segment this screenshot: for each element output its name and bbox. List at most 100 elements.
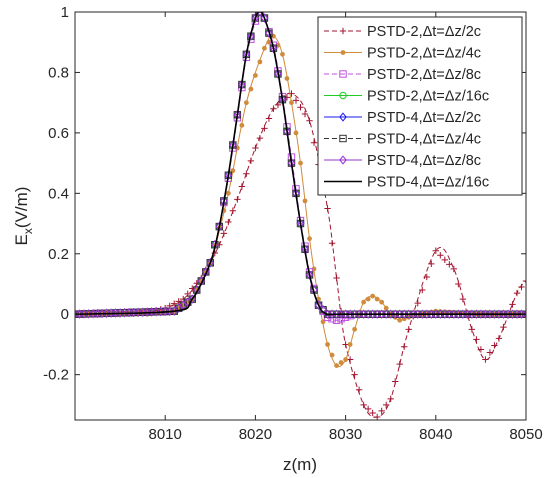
svg-text:Ex(V/m): Ex(V/m) — [12, 187, 35, 246]
legend-label: PSTD-2,Δt=Δz/2c — [367, 24, 481, 40]
y-tick-label: 0.2 — [48, 246, 69, 263]
series-7-marker — [183, 297, 192, 307]
series-2-marker — [365, 296, 371, 302]
series-2-marker — [370, 293, 376, 299]
y-tick-label: 0.8 — [48, 64, 69, 81]
legend-entry: PSTD-2,Δt=Δz/16c — [324, 89, 489, 105]
series-1-marker — [243, 170, 250, 177]
series-1-marker — [225, 218, 232, 226]
series-1-marker — [261, 125, 268, 132]
series-1-marker — [396, 360, 403, 368]
legend-marker — [339, 27, 347, 35]
series-2-marker — [352, 326, 358, 332]
series-7-marker — [188, 294, 197, 304]
series-7-marker — [522, 309, 526, 319]
series-2-marker — [257, 59, 263, 65]
series-2-marker — [284, 76, 290, 81]
series-2-marker — [298, 160, 303, 166]
series-1-marker — [513, 289, 521, 297]
series-1-marker — [382, 401, 390, 409]
plot-area-frame — [74, 11, 527, 421]
series-1-marker — [459, 295, 467, 303]
series-1-marker — [297, 104, 304, 111]
legend: PSTD-2,Δt=Δz/2c PSTD-2,Δt=Δz/4c PSTD-2,Δt=… — [317, 16, 523, 196]
series-1-marker — [234, 196, 241, 203]
series-2-marker — [289, 100, 294, 106]
series-2-marker — [307, 236, 312, 242]
y-axis-label-unit: (V/m) — [12, 187, 31, 229]
series-7-marker — [314, 300, 323, 310]
axis-ticks: 8010 8020 8030 8040 8050 -0.2 0 0.2 0.4 0.6 0.8 1 — [43, 4, 543, 443]
series-1-marker — [360, 401, 367, 409]
series-1-marker — [419, 286, 426, 294]
series-2-marker — [383, 305, 389, 311]
series-1-marker — [265, 115, 273, 122]
series-1-marker — [509, 301, 516, 308]
series-2-marker — [225, 190, 231, 196]
series-2-marker — [243, 100, 249, 106]
legend-label: PSTD-2,Δt=Δz/4c — [367, 46, 481, 62]
series-1-marker — [428, 260, 435, 268]
x-tick-label: 8010 — [149, 426, 182, 443]
series-2-marker — [293, 130, 299, 136]
series-1-marker — [522, 277, 526, 285]
series-1-marker — [369, 409, 376, 417]
legend-label: PSTD-2,Δt=Δz/8c — [367, 67, 481, 83]
series-2-marker — [262, 45, 267, 51]
series-2-marker — [253, 73, 258, 78]
series-2-marker — [338, 360, 344, 365]
series-7-marker — [206, 258, 215, 268]
series-2-marker — [239, 122, 245, 128]
series-1-marker — [355, 386, 363, 393]
series-1-marker — [220, 230, 228, 237]
series-7-marker — [251, 13, 260, 23]
series-1-marker — [373, 413, 381, 420]
series-1-marker — [518, 283, 525, 291]
series-1-marker — [292, 97, 300, 104]
series-7-marker — [174, 303, 183, 313]
legend-marker — [339, 112, 347, 122]
series-1-marker — [414, 299, 421, 307]
series-2-marker — [325, 342, 330, 347]
legend-entry: PSTD-4,Δt=Δz/8c — [324, 153, 481, 169]
series-1-marker — [333, 274, 340, 282]
series-1-marker — [238, 183, 246, 190]
series-2-marker — [361, 299, 367, 305]
series-1-marker — [387, 395, 394, 403]
series-1-marker — [468, 326, 476, 333]
series-1-marker — [455, 280, 462, 288]
x-tick-label: 8050 — [509, 426, 542, 443]
series-1-marker — [270, 105, 277, 112]
series-7-marker — [256, 12, 264, 17]
series-7-marker — [247, 31, 255, 41]
series-1-marker — [446, 261, 453, 268]
series-1-marker — [491, 342, 498, 349]
legend-entry: PSTD-4,Δt=Δz/2c — [324, 110, 481, 126]
legend-entry: PSTD-4,Δt=Δz/4c — [324, 132, 481, 148]
series-2-marker — [374, 296, 380, 302]
y-tick-label: -0.2 — [43, 367, 69, 384]
series-1-marker — [495, 335, 503, 342]
series-2-marker — [302, 198, 308, 204]
series-1-marker — [184, 290, 191, 298]
series-1-marker — [392, 378, 399, 385]
series-1-marker — [301, 110, 309, 118]
series-3-marker — [337, 315, 345, 323]
series-1-marker — [364, 405, 372, 413]
series-1-marker — [256, 134, 264, 142]
series-7-marker — [305, 270, 314, 280]
y-tick-label: 1 — [61, 4, 69, 21]
series-1-marker — [500, 323, 507, 331]
legend-marker — [339, 91, 347, 100]
series-7-marker — [265, 28, 273, 38]
series-1-marker — [423, 273, 430, 281]
series-1-marker — [473, 336, 480, 343]
x-tick-label: 8030 — [329, 426, 362, 443]
series-2-marker — [343, 357, 348, 362]
series-1-marker — [229, 207, 237, 214]
series-1-marker — [274, 101, 282, 109]
y-tick-label: 0.6 — [48, 125, 69, 142]
series-1-marker — [328, 240, 336, 247]
y-tick-label: 0 — [61, 306, 69, 323]
